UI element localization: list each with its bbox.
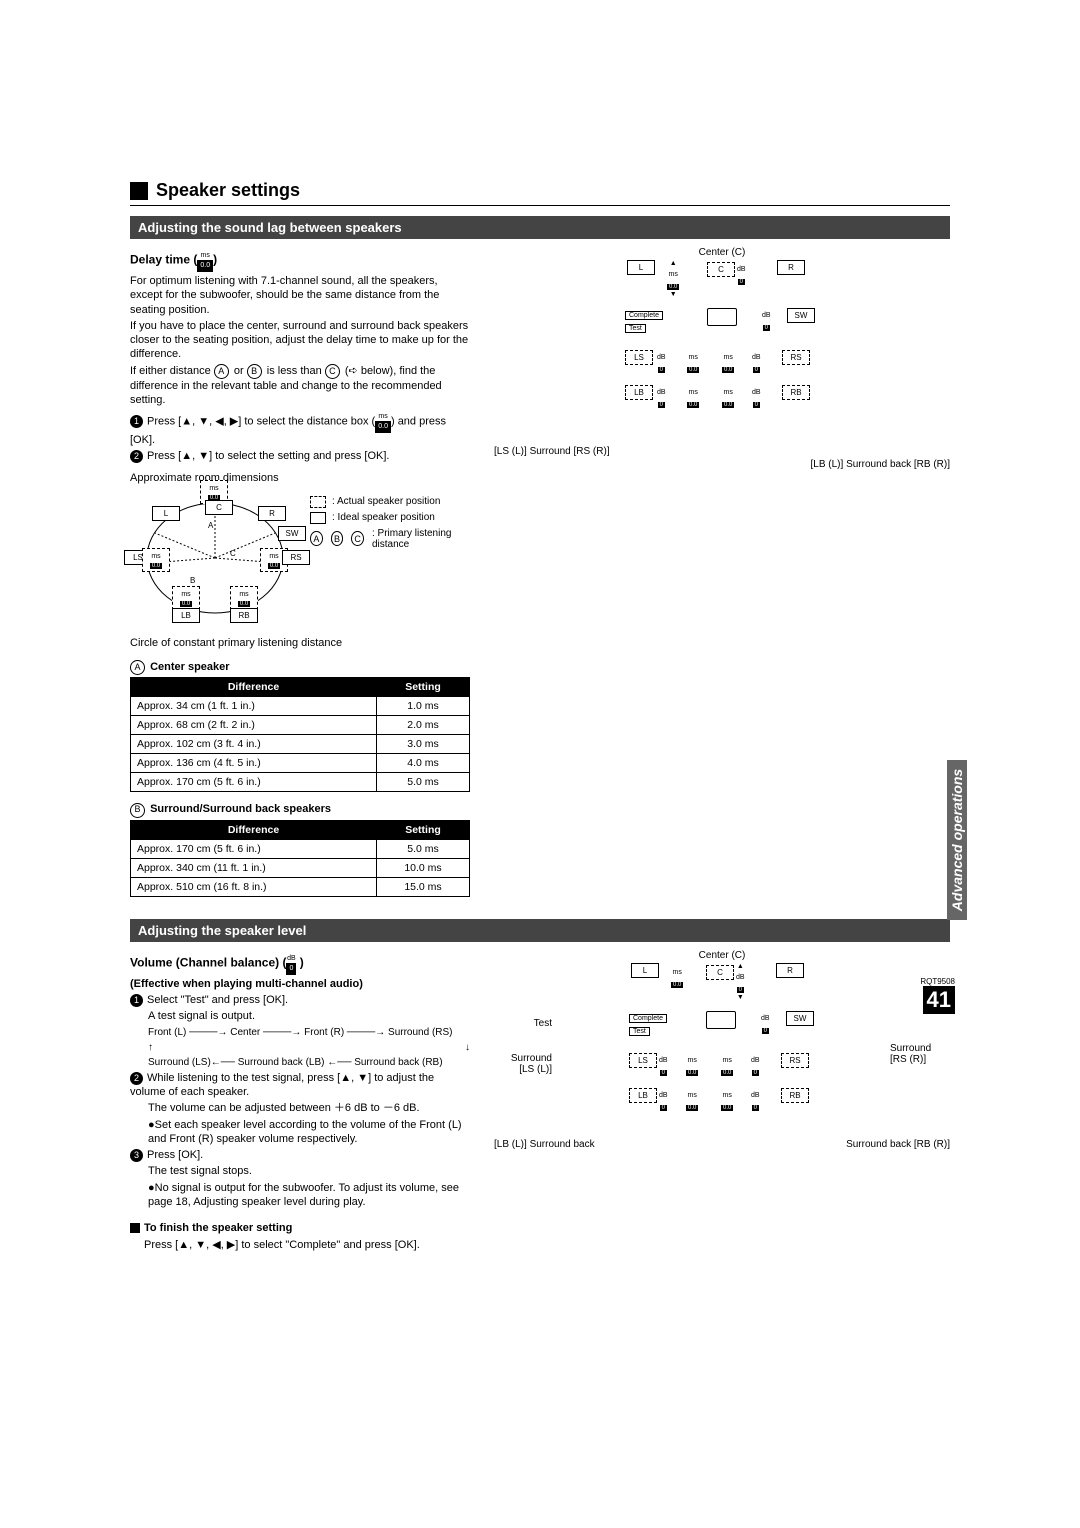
step-sub: The test signal stops.: [130, 1164, 470, 1178]
side-tab: Advanced operations: [947, 760, 967, 920]
section-header: Speaker settings: [130, 180, 950, 206]
svg-text:A: A: [208, 521, 214, 530]
table-center: DifferenceSetting Approx. 34 cm (1 ft. 1…: [130, 677, 470, 792]
circle-caption: Circle of constant primary listening dis…: [130, 636, 470, 650]
legend: : Actual speaker position: [310, 496, 470, 508]
subhead-soundlag: Adjusting the sound lag between speakers: [130, 216, 950, 239]
tableB-title: B Surround/Surround back speakers: [130, 802, 470, 817]
diag1-cap-ls: [LS (L)] Surround [RS (R)]: [494, 446, 950, 457]
legend: : Ideal speaker position: [310, 512, 470, 524]
section-title: Speaker settings: [156, 180, 300, 201]
step-sub: A test signal is output.: [130, 1009, 470, 1023]
step: 2While listening to the test signal, pre…: [130, 1071, 470, 1100]
step: 1Select "Test" and press [OK].: [130, 993, 470, 1007]
step-sub: The volume can be adjusted between ＋6 dB…: [130, 1101, 470, 1115]
table-surround: DifferenceSetting Approx. 170 cm (5 ft. …: [130, 820, 470, 897]
vol-sub: (Effective when playing multi-channel au…: [130, 977, 470, 991]
finish-text: Press [▲, ▼, ◀, ▶] to select "Complete" …: [130, 1238, 470, 1252]
step: 1Press [▲, ▼, ◀, ▶] to select the distan…: [130, 410, 470, 447]
diag1-center-label: Center (C): [494, 247, 950, 258]
diag2-cap-rb: Surround back [RB (R)]: [846, 1139, 950, 1150]
flow: Front (L) ────→ Center ────→ Front (R) ─…: [130, 1026, 470, 1039]
speaker-diagram-1: L ▲ ms0.0 ▼ C dB0 R Complete Test dB0 SW…: [607, 260, 837, 440]
diag1-cap-lb: [LB (L)] Surround back [RB (R)]: [494, 459, 950, 470]
speaker-diagram-2: L ms0.0 C ▲dB0▼ R Complete Test dB0 SW L…: [621, 963, 821, 1133]
flow: Surround (LS)←── Surround back (LB) ←── …: [130, 1056, 470, 1069]
para: For optimum listening with 7.1-channel s…: [130, 274, 470, 317]
room-diagram: A C B ms0.0 L C R SW LS ms0.0 ms0.0 RS m…: [130, 488, 300, 628]
delay-time-label: Delay time (ms0.0): [130, 249, 470, 272]
diag2-center-label: Center (C): [494, 950, 950, 961]
para: If either distance A or B is less than C…: [130, 364, 470, 408]
page-number: RQT9508 41: [920, 977, 955, 1014]
section-bar: [130, 182, 148, 200]
step: 2Press [▲, ▼] to select the setting and …: [130, 449, 470, 463]
para: If you have to place the center, surroun…: [130, 319, 470, 362]
svg-text:B: B: [190, 576, 195, 585]
subhead-level: Adjusting the speaker level: [130, 919, 950, 942]
room-caption: Approximate room dimensions: [130, 471, 470, 485]
step: 3Press [OK].: [130, 1148, 470, 1162]
legend: ABC : Primary listening distance: [310, 528, 470, 550]
finish-title: To finish the speaker setting: [130, 1221, 470, 1235]
diag2-cap-lb: [LB (L)] Surround back: [494, 1139, 595, 1150]
volume-label: Volume (Channel balance) (dB0 ): [130, 952, 470, 975]
svg-text:C: C: [230, 549, 236, 558]
tableA-title: A Center speaker: [130, 660, 470, 675]
